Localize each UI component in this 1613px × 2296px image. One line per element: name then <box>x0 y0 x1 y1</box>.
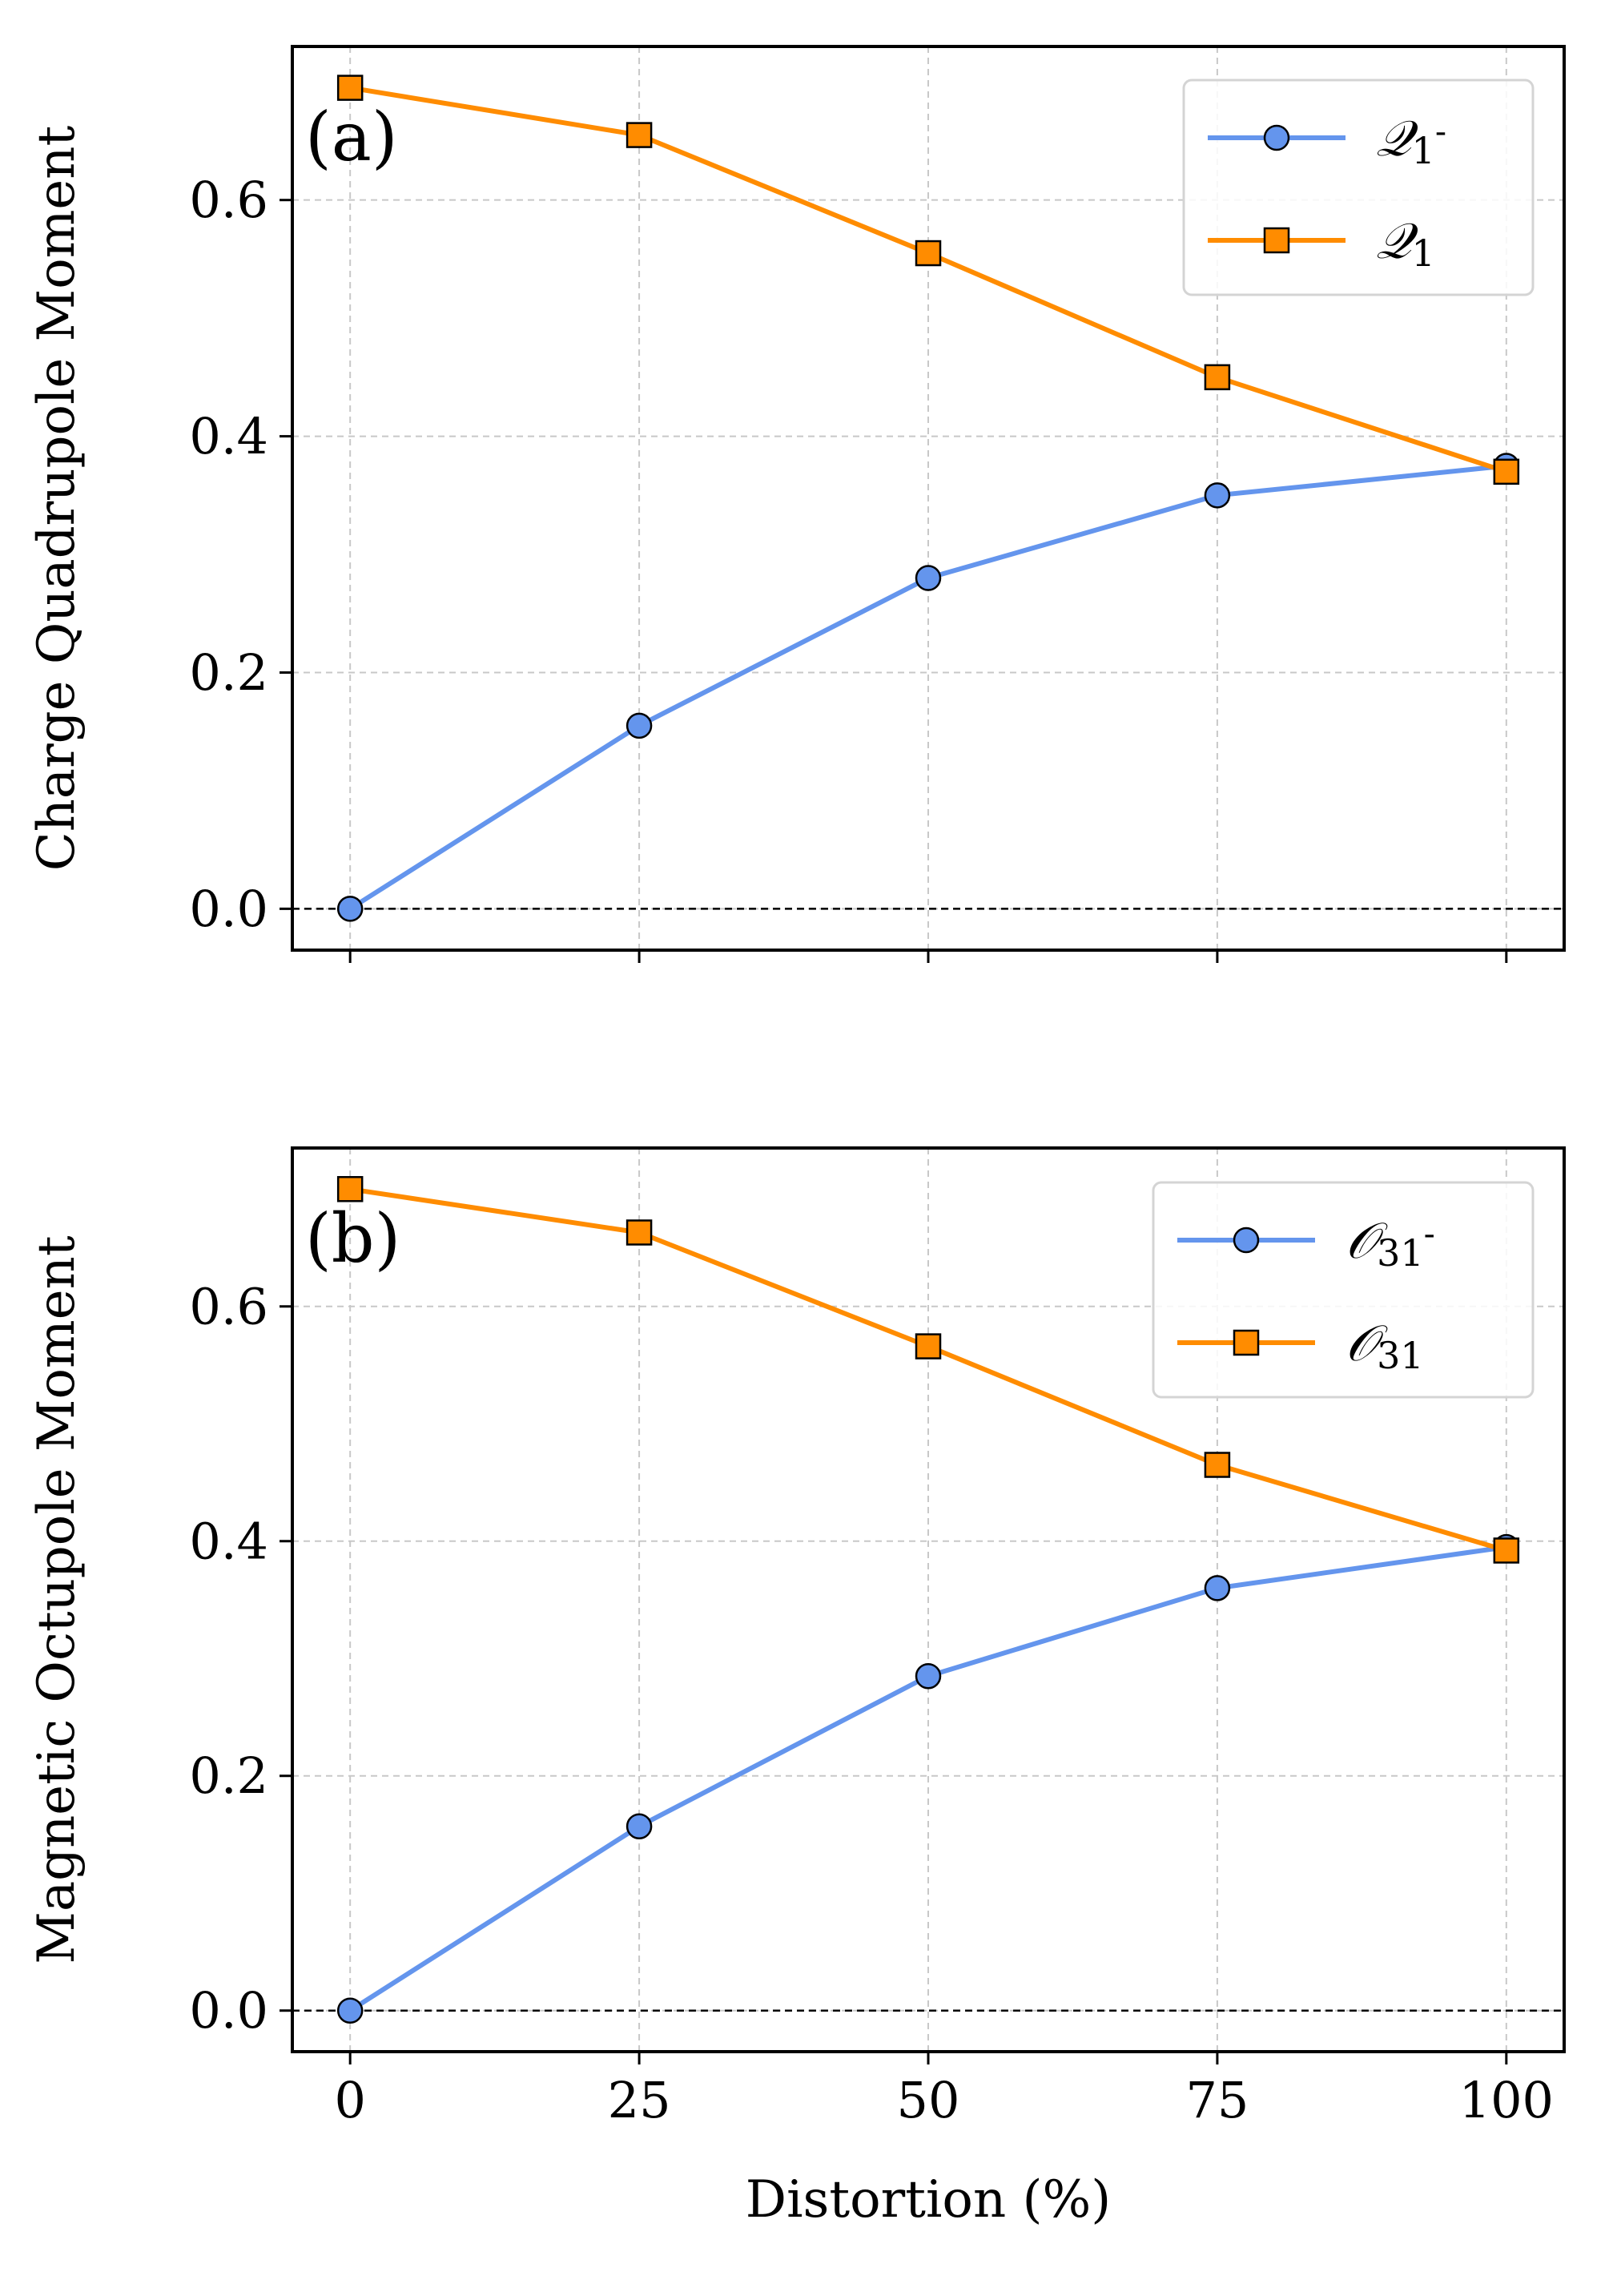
panel-label: (a) <box>305 98 398 176</box>
y-axis-title: Magnetic Octupole Moment <box>27 1235 86 1964</box>
y-tick-label: 0.0 <box>189 880 268 938</box>
legend-label-1: 𝒬1 <box>1376 211 1435 275</box>
chart-panel-a: 0.0 0.2 0.4 0.6 Charge Quadrupole Moment (a) 𝒬… <box>27 45 1566 963</box>
legend-label-0: 𝒪31- <box>1346 1211 1435 1275</box>
x-tick-label: 0 <box>334 2071 365 2129</box>
legend-label-0: 𝒬1- <box>1376 109 1446 172</box>
legend-marker-0 <box>1233 1227 1260 1254</box>
y-tick-label: 0.6 <box>189 1277 268 1335</box>
y-tick-label: 0.4 <box>189 1512 268 1570</box>
data-point-1-2 <box>915 240 942 267</box>
data-point-1-3 <box>1204 364 1231 391</box>
x-tick-label: 25 <box>608 2071 671 2129</box>
data-point-1-0 <box>336 1176 364 1202</box>
legend-marker-1 <box>1263 227 1290 254</box>
data-point-0-2 <box>915 1662 942 1690</box>
data-point-0-0 <box>336 896 364 922</box>
data-point-0-1 <box>625 712 653 739</box>
legend-marker-0 <box>1263 124 1290 151</box>
data-point-1-1 <box>625 1219 653 1246</box>
y-tick-label: 0.2 <box>189 1746 268 1805</box>
data-point-0-1 <box>625 1813 653 1839</box>
x-tick-label: 75 <box>1185 2071 1249 2129</box>
data-point-0-2 <box>915 565 942 591</box>
legend-marker-1 <box>1233 1329 1260 1356</box>
y-tick-label: 0.0 <box>189 1981 268 2040</box>
data-point-1-0 <box>336 75 364 101</box>
chart-panel-b: 0.0 0.2 0.4 0.6 0 25 50 75 100 Magnetic Octupole … <box>27 1146 1566 2230</box>
x-tick-label: 100 <box>1459 2071 1554 2129</box>
data-point-1-1 <box>625 122 653 148</box>
y-tick-label: 0.4 <box>189 407 268 465</box>
data-point-0-0 <box>336 1997 364 2024</box>
y-tick-label: 0.2 <box>189 643 268 702</box>
x-tick-label: 50 <box>897 2071 960 2129</box>
x-axis-title: Distortion (%) <box>746 2170 1112 2230</box>
legend-box <box>1152 1181 1535 1399</box>
data-point-1-4 <box>1493 458 1520 485</box>
data-point-1-4 <box>1493 1537 1520 1564</box>
y-axis-title: Charge Quadrupole Moment <box>27 125 86 871</box>
panel-label: (b) <box>305 1199 400 1278</box>
data-point-1-2 <box>915 1333 942 1359</box>
y-tick-label: 0.6 <box>189 171 268 229</box>
data-point-1-3 <box>1204 1452 1231 1478</box>
data-point-0-3 <box>1204 482 1231 509</box>
legend-box <box>1182 79 1535 296</box>
data-point-0-3 <box>1204 1575 1231 1601</box>
